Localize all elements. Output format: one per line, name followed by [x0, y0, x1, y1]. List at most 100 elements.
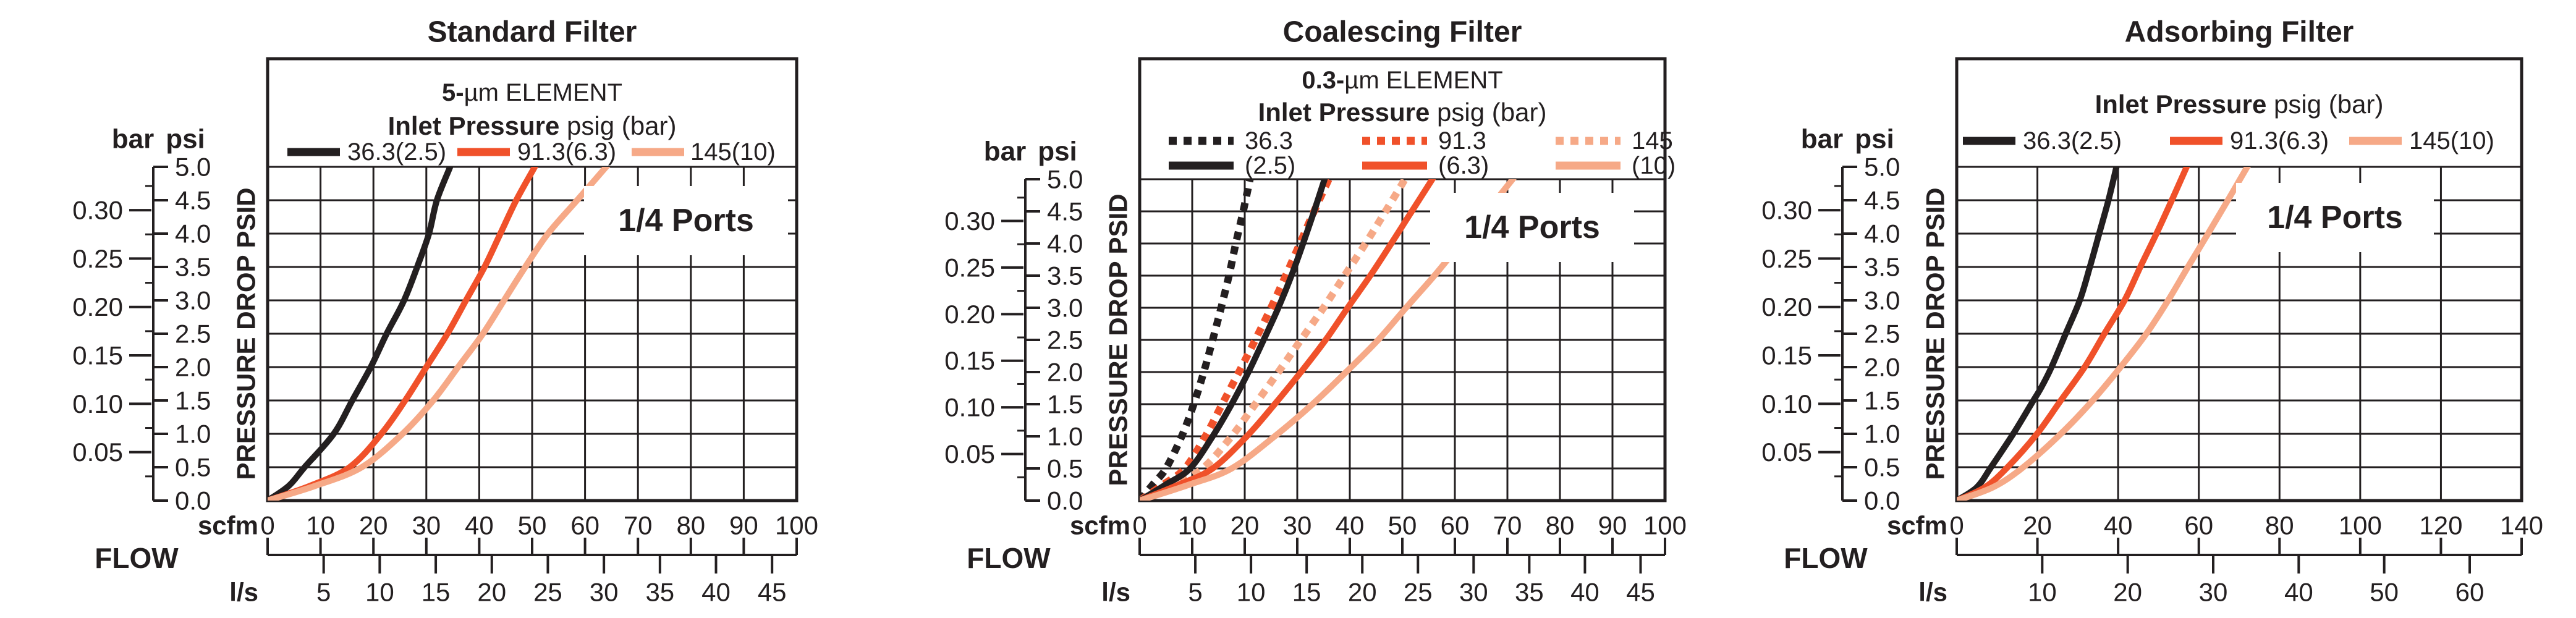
- scfm-unit-label: scfm: [198, 511, 258, 540]
- psi-tick-label: 2.0: [175, 353, 211, 382]
- x-axis-title: FLOW: [967, 542, 1051, 574]
- scfm-tick-label: 100: [775, 511, 818, 540]
- pressure-curve-dotted-0: [1140, 179, 1254, 501]
- chart-panel-coalescing-filter: Coalescing Filter 1/4 Ports 0.3-µm ELEMENT…: [858, 0, 1717, 618]
- legend-entry-label: 145(10): [2409, 127, 2494, 154]
- bar-tick-label: 0.25: [1761, 244, 1812, 273]
- bar-unit-header: bar: [1801, 124, 1843, 154]
- legend-title-units: psig (bar): [1430, 98, 1546, 127]
- ls-tick-label: 30: [2199, 578, 2228, 607]
- legend-title: Inlet Pressure psig (bar): [388, 111, 677, 140]
- bar-tick-label: 0.10: [944, 393, 995, 422]
- ls-tick-label: 20: [2113, 578, 2142, 607]
- psi-unit-header: psi: [166, 124, 205, 154]
- psi-tick-label: 2.5: [1864, 320, 1900, 349]
- ls-tick-label: 35: [1515, 578, 1544, 607]
- scfm-tick-label: 20: [1231, 511, 1260, 540]
- pressure-curve-solid-2: [1957, 167, 2251, 501]
- ls-tick-label: 15: [422, 578, 451, 607]
- ls-tick-label: 45: [758, 578, 787, 607]
- scfm-tick-label: 140: [2500, 511, 2543, 540]
- ports-label: 1/4 Ports: [618, 203, 754, 239]
- psi-tick-label: 5.0: [175, 153, 211, 182]
- element-size-unit: µm ELEMENT: [464, 79, 622, 106]
- y-axis-title: PRESSURE DROP PSID: [1104, 193, 1133, 486]
- legend-entry-label: (10): [1632, 152, 1676, 179]
- ls-tick-label: 35: [645, 578, 674, 607]
- legend-entry-label: 36.3: [1245, 127, 1293, 154]
- element-size-label: 5-µm ELEMENT: [442, 79, 622, 106]
- ls-tick-label: 5: [1188, 578, 1202, 607]
- scfm-tick-label: 0: [1949, 511, 1964, 540]
- psi-tick-label: 4.5: [1864, 186, 1900, 215]
- ls-tick-label: 30: [590, 578, 619, 607]
- psi-tick-label: 2.5: [175, 320, 211, 349]
- legend-title: Inlet Pressure psig (bar): [2095, 90, 2384, 119]
- bar-tick-label: 0.10: [72, 389, 123, 418]
- scfm-tick-label: 30: [412, 511, 441, 540]
- psi-tick-label: 1.0: [1864, 420, 1900, 449]
- bar-tick-label: 0.15: [72, 341, 123, 370]
- scfm-tick-label: 50: [1388, 511, 1417, 540]
- psi-tick-label: 3.0: [1047, 294, 1083, 323]
- scfm-tick-label: 0: [260, 511, 274, 540]
- psi-tick-label: 2.0: [1864, 353, 1900, 382]
- scfm-tick-label: 10: [306, 511, 335, 540]
- scfm-tick-label: 40: [2104, 511, 2133, 540]
- psi-tick-label: 4.5: [175, 186, 211, 215]
- scfm-tick-label: 50: [518, 511, 547, 540]
- legend-entry-label: (2.5): [1245, 152, 1295, 179]
- plot-area: [268, 167, 611, 501]
- psi-tick-label: 0.0: [175, 486, 211, 515]
- psi-tick-label: 3.0: [175, 286, 211, 315]
- bar-unit-header: bar: [112, 124, 154, 154]
- ls-tick-label: 40: [701, 578, 731, 607]
- x-axis-title: FLOW: [95, 542, 179, 574]
- scfm-unit-label: scfm: [1887, 511, 1947, 540]
- ports-label: 1/4 Ports: [1464, 210, 1600, 245]
- psi-unit-header: psi: [1038, 137, 1077, 167]
- legend-entry-label: 36.3(2.5): [2023, 127, 2122, 154]
- bar-tick-label: 0.05: [944, 439, 995, 468]
- ports-callout-background: [2236, 183, 2434, 252]
- psi-tick-label: 4.5: [1047, 197, 1083, 226]
- psi-tick-label: 5.0: [1864, 153, 1900, 182]
- ls-unit-label: l/s: [1918, 578, 1947, 607]
- scfm-tick-label: 120: [2419, 511, 2462, 540]
- y-axis-title: PRESSURE DROP PSID: [1921, 187, 1950, 480]
- scfm-tick-label: 70: [1493, 511, 1522, 540]
- scfm-tick-label: 100: [2339, 511, 2382, 540]
- pressure-curve-solid-1: [268, 167, 539, 501]
- legend-entry-label: 36.3(2.5): [347, 138, 446, 166]
- bar-tick-label: 0.20: [944, 300, 995, 329]
- chart-title: Adsorbing Filter: [2125, 16, 2354, 49]
- scfm-tick-label: 70: [624, 511, 653, 540]
- scfm-tick-label: 60: [570, 511, 600, 540]
- ls-tick-label: 10: [1237, 578, 1266, 607]
- legend-entry-label: 91.3(6.3): [517, 138, 616, 166]
- bar-tick-label: 0.20: [1761, 292, 1812, 321]
- legend-title-units: psig (bar): [2266, 90, 2383, 119]
- ports-callout-background: [584, 186, 788, 255]
- ls-tick-label: 25: [1404, 578, 1433, 607]
- legend-entry-label: 145: [1632, 127, 1673, 154]
- psi-tick-label: 4.0: [175, 219, 211, 248]
- psi-tick-label: 3.0: [1864, 286, 1900, 315]
- scfm-unit-label: scfm: [1070, 511, 1130, 540]
- scfm-tick-label: 30: [1283, 511, 1312, 540]
- bar-tick-label: 0.05: [1761, 438, 1812, 467]
- bar-tick-label: 0.30: [72, 196, 123, 225]
- ls-tick-label: 5: [316, 578, 331, 607]
- psi-tick-label: 0.0: [1864, 486, 1900, 515]
- legend-title: Inlet Pressure psig (bar): [1258, 98, 1547, 127]
- psi-tick-label: 3.5: [1864, 253, 1900, 282]
- psi-tick-label: 1.0: [1047, 422, 1083, 451]
- scfm-tick-label: 40: [1336, 511, 1365, 540]
- y-axis-title: PRESSURE DROP PSID: [232, 187, 261, 480]
- psi-tick-label: 3.5: [175, 253, 211, 282]
- legend-entry-label: 91.3(6.3): [2230, 127, 2329, 154]
- plot-area: [1957, 167, 2251, 501]
- bar-tick-label: 0.30: [1761, 196, 1812, 225]
- ls-tick-label: 15: [1292, 578, 1321, 607]
